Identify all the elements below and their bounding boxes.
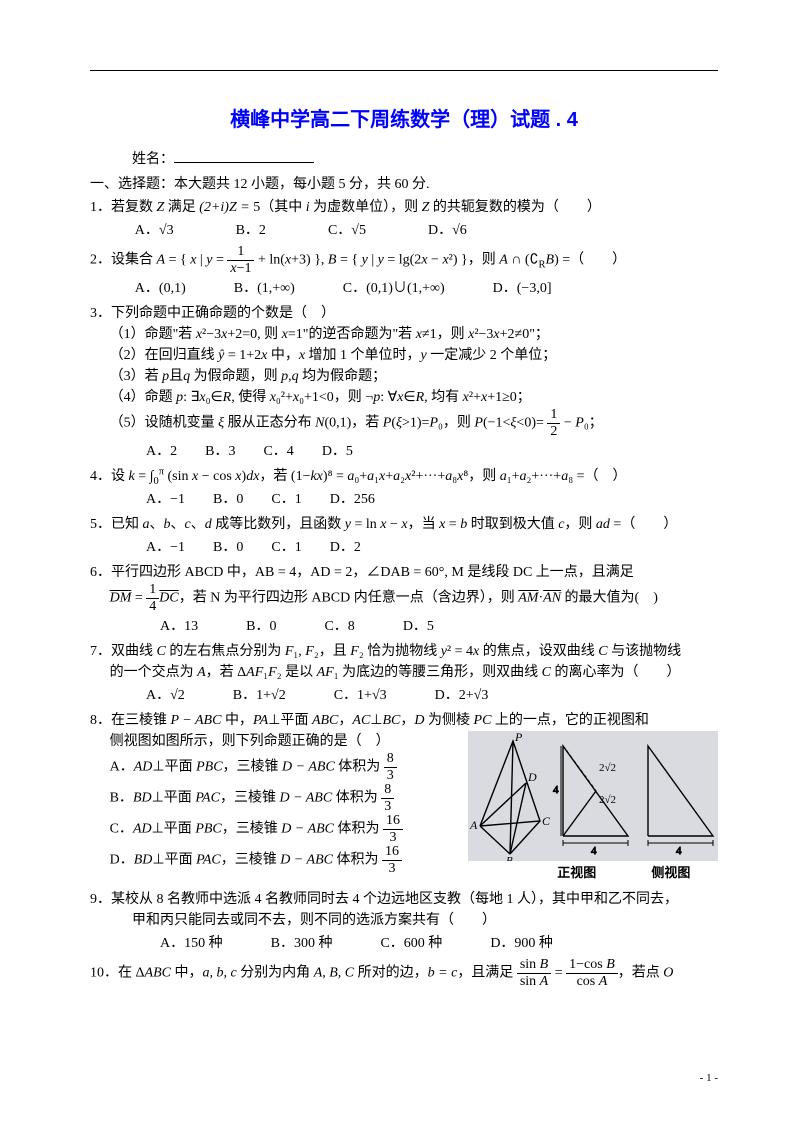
q4-text: 4．设 k = ∫0π (sin x − cos x)dx，若 (1−kx)⁸ … xyxy=(90,466,718,487)
q9-options: A．150 种 B．300 种 C．600 种 D．900 种 xyxy=(90,933,718,954)
q7-opt-b: B．1+√2 xyxy=(233,685,286,706)
question-4: 4．设 k = ∫0π (sin x − cos x)dx，若 (1−kx)⁸ … xyxy=(90,466,718,510)
q7-opt-c: C．1+√3 xyxy=(334,685,387,706)
q9-opt-b: B．300 种 xyxy=(271,933,333,954)
q3-sub-4: （4）命题 p: ∃x₀∈R, 使得 x₀²+x₀+1<0，则 ¬p: ∀x∈R… xyxy=(90,387,718,408)
question-1: 1．若复数 Z 满足 (2+i)Z = 5（其中 i 为虚数单位），则 Z 的共… xyxy=(90,197,718,241)
q4-opt-d: D．256 xyxy=(330,489,375,510)
q9-opt-a: A．150 种 xyxy=(160,933,223,954)
q3-opt-a: A．2 xyxy=(146,441,177,462)
svg-text:D: D xyxy=(527,770,537,784)
svg-text:C: C xyxy=(542,814,551,828)
q3-sub-5: （5）设随机变量 ξ 服从正态分布 N(0,1)，若 P(ξ>1)=P₀，则 P… xyxy=(90,408,718,439)
q1-opt-a: A．√3 xyxy=(135,220,174,241)
q3-opt-d: D．5 xyxy=(322,441,353,462)
q2-opt-c: C．(0,1)∪(1,+∞) xyxy=(343,278,445,299)
q8-figure: P A B C D 2√2 2√2 4 xyxy=(468,731,718,883)
q6-an: AN xyxy=(543,591,561,606)
svg-text:P: P xyxy=(514,731,523,744)
q7-line-1: 7．双曲线 C 的左右焦点分别为 F₁, F₂，且 F₂ 恰为抛物线 y² = … xyxy=(90,641,718,662)
q1-opt-b: B．2 xyxy=(236,220,266,241)
question-2: 2．设集合 A = { x | y = 1x−1 + ln(x+3) }, B … xyxy=(90,245,718,299)
q6-dm: DM xyxy=(110,591,132,606)
q6-dc: DC xyxy=(159,591,178,606)
q7-options: A．√2 B．1+√2 C．1+√3 D．2+√3 xyxy=(90,685,718,706)
page-title: 横峰中学高二下周练数学（理）试题 . 4 xyxy=(90,105,718,135)
q6-mid: ，若 N 为平行四边形 ABCD 内任意一点（含边界），则 xyxy=(179,591,519,606)
section-1-heading: 一、选择题：本大题共 12 小题，每小题 5 分，共 60 分. xyxy=(90,174,718,195)
q9-line-1: 9．某校从 8 名教师中选派 4 名教师同时去 4 个边远地区支教（每地 1 人… xyxy=(90,889,718,910)
question-6: 6．平行四边形 ABCD 中，AB = 4，AD = 2，∠DAB = 60°,… xyxy=(90,562,718,637)
q7-opt-d: D．2+√3 xyxy=(435,685,489,706)
q6-opt-d: D．5 xyxy=(403,616,434,637)
question-7: 7．双曲线 C 的左右焦点分别为 F₁, F₂，且 F₂ 恰为抛物线 y² = … xyxy=(90,641,718,706)
q10-line-1: 10．在 ΔABC 中，a, b, c 分别为内角 A, B, C 所对的边，b… xyxy=(90,958,718,989)
q6-opt-a: A．13 xyxy=(160,616,198,637)
q8-line-1: 8．在三棱锥 P − ABC 中，PA⊥平面 ABC，AC⊥BC，D 为侧棱 P… xyxy=(90,710,718,731)
q5-opt-a: A．−1 xyxy=(146,537,185,558)
q3-text: 3．下列命题中正确命题的个数是（ ） xyxy=(90,303,718,324)
q6-opt-b: B．0 xyxy=(246,616,276,637)
q1-text: 1．若复数 Z 满足 (2+i)Z = 5（其中 i 为虚数单位），则 Z 的共… xyxy=(90,197,718,218)
q7-line-2: 的一个交点为 A，若 ΔAF₁F₂ 是以 AF₁ 为底边的等腰三角形，则双曲线 … xyxy=(90,662,718,683)
q6-line-1: 6．平行四边形 ABCD 中，AB = 4，AD = 2，∠DAB = 60°,… xyxy=(90,562,718,583)
q6-opt-c: C．8 xyxy=(324,616,354,637)
page: 横峰中学高二下周练数学（理）试题 . 4 姓名： 一、选择题：本大题共 12 小… xyxy=(0,0,793,1122)
svg-text:4: 4 xyxy=(553,784,559,796)
q2-options: A．(0,1) B．(1,+∞) C．(0,1)∪(1,+∞) D．(−3,0] xyxy=(90,278,718,299)
q9-line-2: 甲和丙只能同去或同不去，则不同的选派方案共有（ ） xyxy=(90,910,718,931)
q2-opt-d: D．(−3,0] xyxy=(493,278,552,299)
question-5: 5．已知 a、b、c、d 成等比数列，且函数 y = ln x − x，当 x … xyxy=(90,514,718,558)
q6-options: A．13 B．0 C．8 D．5 xyxy=(90,616,718,637)
q6-tail: 的最大值为( ) xyxy=(561,591,658,606)
q4-options: A．−1 B．0 C．1 D．256 xyxy=(90,489,718,510)
question-3: 3．下列命题中正确命题的个数是（ ） （1）命题"若 x²−3x+2=0, 则 … xyxy=(90,303,718,462)
q3-options: A．2 B．3 C．4 D．5 xyxy=(90,441,718,462)
q3-opt-c: C．4 xyxy=(263,441,293,462)
q5-opt-d: D．2 xyxy=(330,537,361,558)
q3-sub-2: （2）在回归直线 ŷ = 1+2x 中，x 增加 1 个单位时，y 一定减少 2… xyxy=(90,345,718,366)
page-number: - 1 - xyxy=(700,1070,718,1087)
svg-text:2√2: 2√2 xyxy=(599,794,616,806)
horizontal-rule xyxy=(90,70,718,71)
q1-opt-d: D．√6 xyxy=(428,220,467,241)
q6-line-2: DM = 14DC，若 N 为平行四边形 ABCD 内任意一点（含边界），则 A… xyxy=(90,583,718,614)
q7-opt-a: A．√2 xyxy=(146,685,185,706)
q3-opt-b: B．3 xyxy=(205,441,235,462)
name-row: 姓名： xyxy=(90,149,718,170)
q2-opt-a: A．(0,1) xyxy=(135,278,186,299)
q6-am: AM xyxy=(518,591,538,606)
question-10: 10．在 ΔABC 中，a, b, c 分别为内角 A, B, C 所对的边，b… xyxy=(90,958,718,989)
question-8: 8．在三棱锥 P − ABC 中，PA⊥平面 ABC，AC⊥BC，D 为侧棱 P… xyxy=(90,710,718,887)
q2-opt-b: B．(1,+∞) xyxy=(234,278,295,299)
name-blank xyxy=(174,162,314,163)
q5-options: A．−1 B．0 C．1 D．2 xyxy=(90,537,718,558)
svg-text:B: B xyxy=(506,855,513,861)
q4-opt-a: A．−1 xyxy=(146,489,185,510)
question-9: 9．某校从 8 名教师中选派 4 名教师同时去 4 个边远地区支教（每地 1 人… xyxy=(90,889,718,954)
name-label: 姓名： xyxy=(132,152,174,167)
svg-text:2√2: 2√2 xyxy=(599,762,616,774)
svg-text:4: 4 xyxy=(676,845,682,857)
q9-opt-c: C．600 种 xyxy=(380,933,442,954)
q4-opt-c: C．1 xyxy=(271,489,301,510)
svg-text:4: 4 xyxy=(591,845,597,857)
q8-caption-front: 正视图 xyxy=(557,863,596,883)
q1-opt-c: C．√5 xyxy=(328,220,366,241)
q3-sub-1: （1）命题"若 x²−3x+2=0, 则 x=1"的逆否命题为"若 x≠1，则 … xyxy=(90,324,718,345)
q2-text: 2．设集合 A = { x | y = 1x−1 + ln(x+3) }, B … xyxy=(90,245,718,276)
q8-svg: P A B C D 2√2 2√2 4 xyxy=(468,731,718,861)
q8-fig-captions: x 正视图 侧视图 xyxy=(468,863,718,883)
q4-opt-b: B．0 xyxy=(213,489,243,510)
svg-text:A: A xyxy=(469,818,478,832)
q5-opt-b: B．0 xyxy=(213,537,243,558)
q3-sub-3: （3）若 p且q 为假命题，则 p,q 均为假命题； xyxy=(90,366,718,387)
q1-options: A．√3 B．2 C．√5 D．√6 xyxy=(90,220,718,241)
q5-opt-c: C．1 xyxy=(271,537,301,558)
q9-opt-d: D．900 种 xyxy=(490,933,553,954)
q5-text: 5．已知 a、b、c、d 成等比数列，且函数 y = ln x − x，当 x … xyxy=(90,514,718,535)
q8-caption-side: 侧视图 xyxy=(651,863,690,883)
